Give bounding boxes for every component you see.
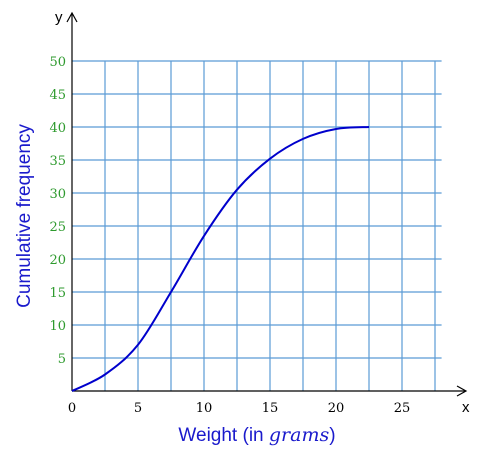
x-tick-label: 25 bbox=[394, 401, 411, 416]
y-tick-label: 5 bbox=[58, 352, 66, 367]
y-axis-arrowhead bbox=[66, 11, 78, 23]
y-tick-label: 35 bbox=[49, 154, 66, 169]
grid bbox=[72, 60, 442, 391]
y-tick-label: 40 bbox=[49, 121, 66, 136]
x-axis-title-unit: grams bbox=[269, 424, 330, 446]
x-tick-label: 20 bbox=[328, 401, 345, 416]
y-tick-label: 20 bbox=[49, 253, 66, 268]
ogive-curve bbox=[71, 126, 370, 392]
y-tick-label: 30 bbox=[49, 187, 66, 202]
x-tick-label: 15 bbox=[262, 401, 279, 416]
axes bbox=[66, 11, 468, 397]
x-axis-arrowhead bbox=[456, 385, 468, 397]
curve-layer bbox=[71, 126, 370, 392]
x-tick-label: 5 bbox=[134, 401, 142, 416]
y-tick-label: 25 bbox=[49, 220, 66, 235]
y-tick-label: 45 bbox=[49, 88, 66, 103]
x-axis-title-suffix: ) bbox=[329, 425, 335, 446]
y-tick-label: 10 bbox=[49, 319, 66, 334]
x-tick-label: 10 bbox=[196, 401, 213, 416]
y-axis-letter: y bbox=[55, 9, 63, 26]
tick-labels: 0 5 10 15 20 25 5 10 15 20 25 30 35 40 45 50 bbox=[49, 55, 410, 416]
x-axis-title: Weight (in grams) bbox=[178, 424, 335, 446]
y-tick-label: 50 bbox=[49, 55, 66, 70]
x-axis-letter: x bbox=[462, 399, 470, 416]
y-axis-title: Cumulative frequency bbox=[14, 124, 35, 308]
x-axis-title-main: Weight (in bbox=[178, 425, 268, 446]
x-tick-label: 0 bbox=[68, 401, 76, 416]
y-tick-label: 15 bbox=[49, 286, 66, 301]
